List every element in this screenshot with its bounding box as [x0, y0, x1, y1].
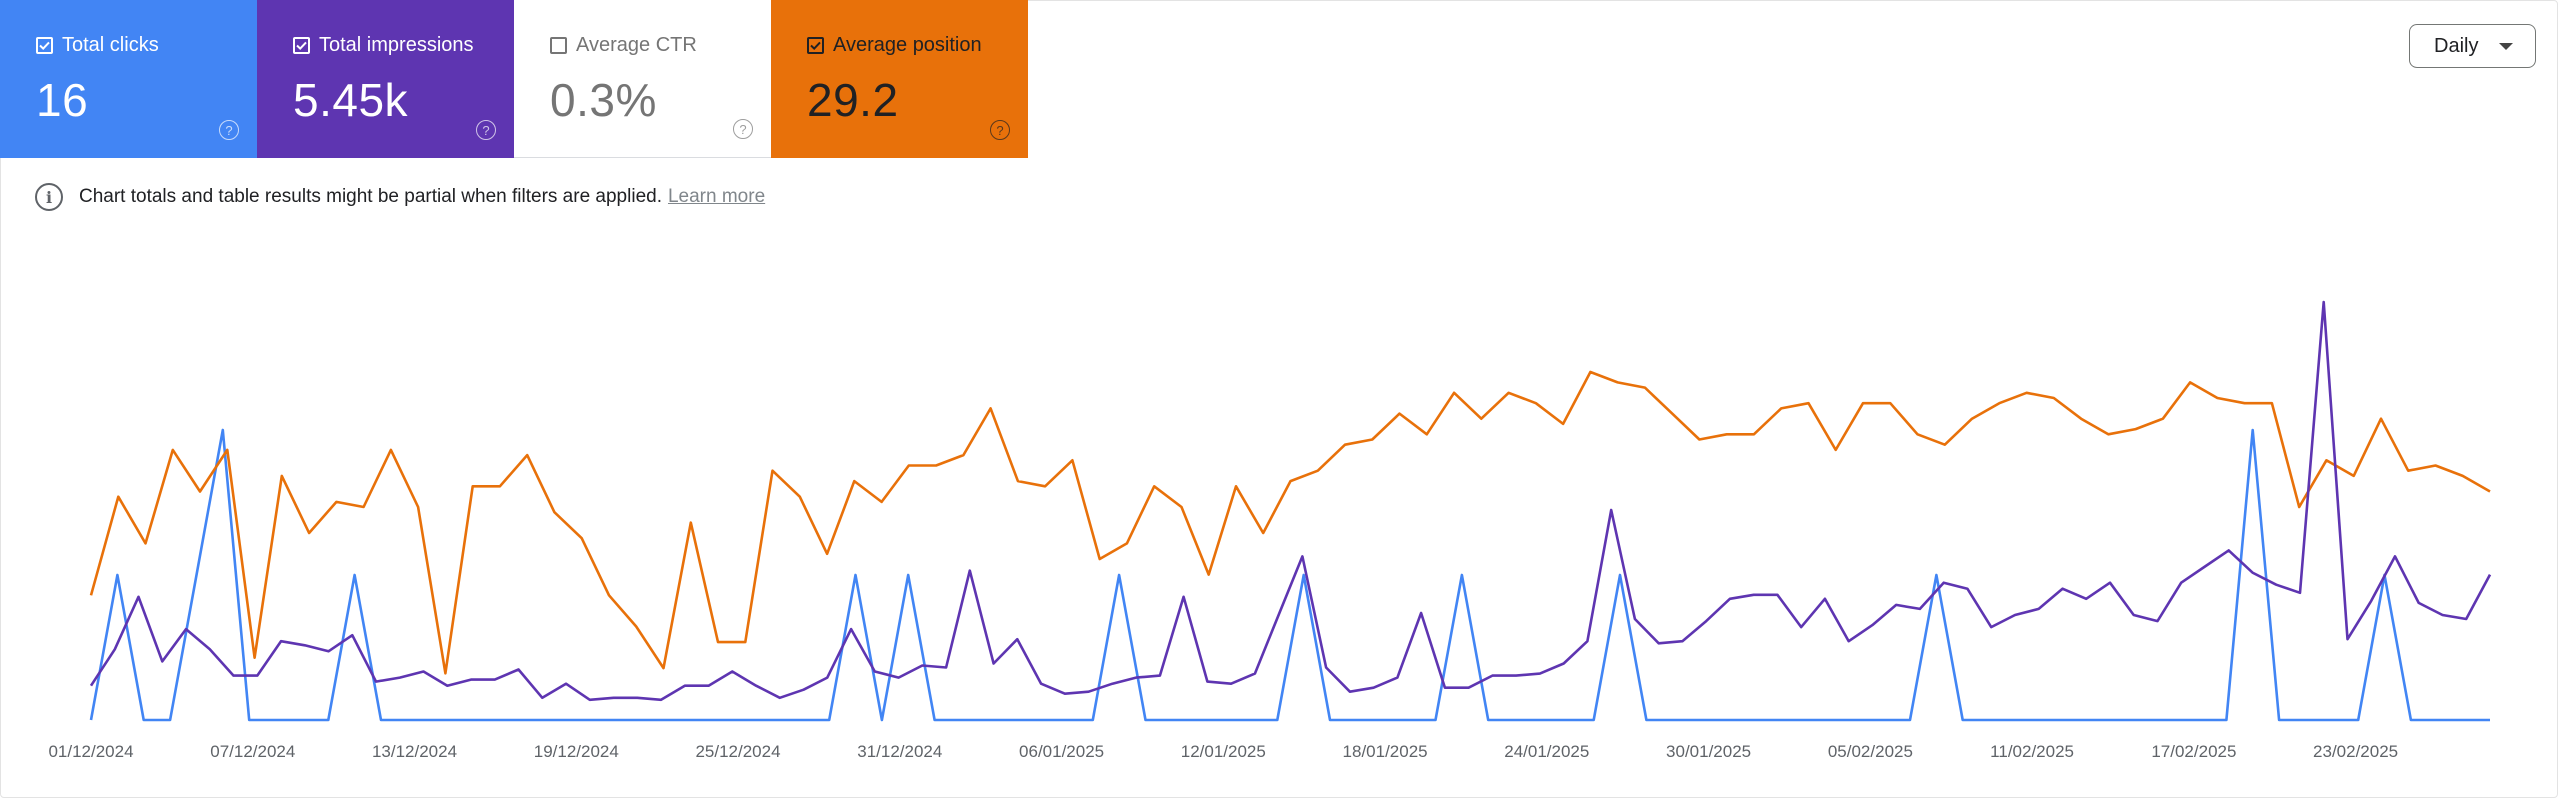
card-average-position[interactable]: Average position 29.2 ? — [771, 0, 1028, 158]
x-tick-label: 07/12/2024 — [210, 742, 295, 761]
dropdown-label: Daily — [2434, 34, 2479, 57]
card-header: Average position — [807, 34, 1028, 57]
x-tick-label: 31/12/2024 — [857, 742, 942, 761]
card-value: 16 — [36, 74, 89, 126]
card-value: 29.2 — [807, 74, 899, 126]
x-tick-label: 13/12/2024 — [372, 742, 457, 761]
series-average-position — [89, 370, 2491, 675]
card-header: Total impressions — [293, 34, 514, 57]
granularity-dropdown[interactable]: Daily — [2409, 24, 2536, 68]
card-value: 5.45k — [293, 74, 409, 126]
help-icon[interactable]: ? — [219, 120, 239, 140]
x-tick-label: 12/01/2025 — [1181, 742, 1266, 761]
help-icon[interactable]: ? — [476, 120, 496, 140]
card-total-clicks[interactable]: Total clicks 16 ? — [0, 0, 257, 158]
card-average-ctr[interactable]: Average CTR 0.3% ? — [514, 0, 771, 158]
learn-more-link[interactable]: Learn more — [667, 186, 766, 207]
card-label: Total clicks — [62, 34, 159, 56]
series-total-clicks — [89, 428, 2490, 722]
card-label: Average position — [833, 34, 982, 56]
checkbox-unchecked-icon[interactable] — [550, 37, 567, 54]
x-tick-label: 30/01/2025 — [1666, 742, 1751, 761]
x-tick-label: 17/02/2025 — [2151, 742, 2236, 761]
caret-down-icon — [2499, 43, 2513, 50]
card-label: Average CTR — [576, 34, 697, 56]
partial-data-notice: i Chart totals and table results might b… — [35, 183, 765, 211]
metric-cards: Total clicks 16 ? Total impressions 5.45… — [0, 0, 1028, 158]
card-header: Total clicks — [36, 34, 257, 57]
x-tick-label: 18/01/2025 — [1343, 742, 1428, 761]
info-icon: i — [35, 183, 63, 211]
x-tick-label: 24/01/2025 — [1504, 742, 1589, 761]
x-tick-label: 11/02/2025 — [1990, 742, 2074, 761]
card-label: Total impressions — [319, 34, 474, 56]
notice-text: Chart totals and table results might be … — [79, 186, 662, 207]
x-tick-label: 23/02/2025 — [2313, 742, 2398, 761]
checkbox-checked-icon[interactable] — [293, 37, 310, 54]
help-icon[interactable]: ? — [733, 119, 753, 139]
checkbox-checked-icon[interactable] — [36, 37, 53, 54]
x-tick-label: 19/12/2024 — [534, 742, 619, 761]
series-total-impressions — [89, 300, 2492, 702]
card-value: 0.3% — [550, 74, 657, 126]
x-tick-label: 25/12/2024 — [695, 742, 780, 761]
card-total-impressions[interactable]: Total impressions 5.45k ? — [257, 0, 514, 158]
card-header: Average CTR — [550, 34, 771, 57]
x-tick-label: 06/01/2025 — [1019, 742, 1104, 761]
x-tick-label: 05/02/2025 — [1828, 742, 1913, 761]
checkbox-checked-icon[interactable] — [807, 37, 824, 54]
x-tick-label: 01/12/2024 — [48, 742, 133, 761]
help-icon[interactable]: ? — [990, 120, 1010, 140]
